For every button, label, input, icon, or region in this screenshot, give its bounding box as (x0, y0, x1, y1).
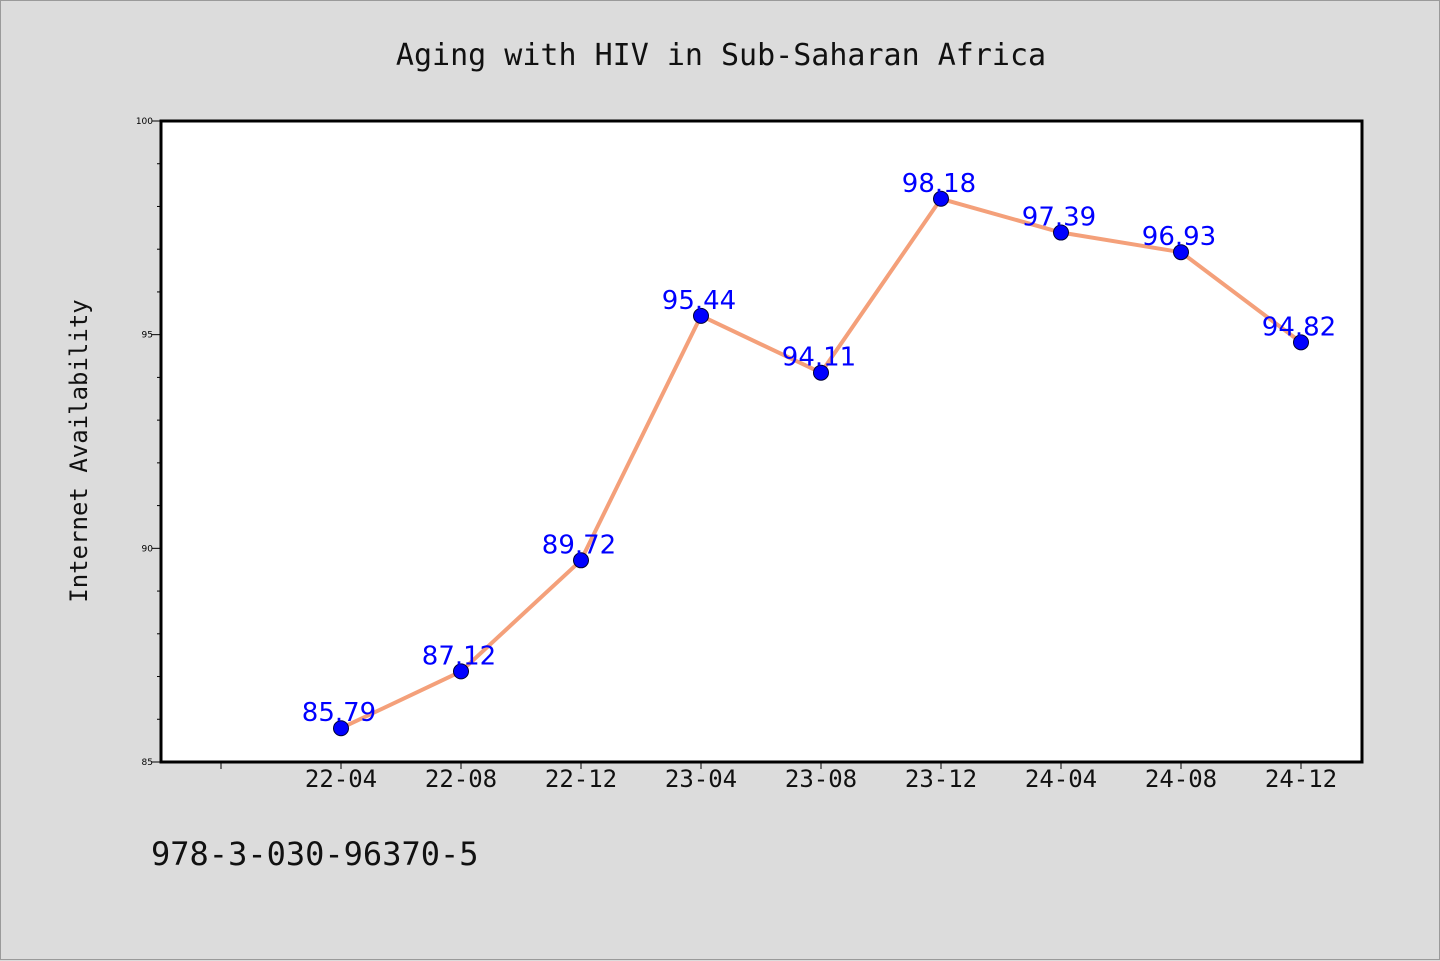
data-point (1053, 224, 1069, 241)
y-axis-label: Internet Availability (65, 299, 93, 602)
x-tick-label: 23-04 (665, 765, 737, 793)
data-label: 96.93 (1142, 222, 1216, 252)
data-label: 98.18 (902, 169, 976, 199)
data-label: 87.12 (422, 641, 496, 671)
x-tick-label: 22-04 (305, 765, 377, 793)
y-tick-label: 100 (136, 117, 153, 127)
x-tick-label: 24-08 (1145, 765, 1217, 793)
data-point (933, 190, 949, 207)
x-tick-label: 22-12 (545, 765, 617, 793)
data-point (1173, 244, 1189, 261)
x-tick-label: 22-08 (425, 765, 497, 793)
x-tick-label: 23-08 (785, 765, 857, 793)
chart-title: Aging with HIV in Sub-Saharan Africa (396, 38, 1046, 73)
y-tick-label: 95 (142, 331, 153, 341)
data-point (573, 552, 589, 569)
y-tick-label: 85 (142, 758, 153, 768)
plot-area (159, 119, 1364, 764)
data-label: 94.11 (782, 343, 856, 373)
x-tick-label: 24-04 (1025, 765, 1097, 793)
data-point (453, 663, 469, 680)
data-label: 85.79 (302, 698, 376, 728)
data-label: 95.44 (662, 286, 736, 316)
data-point (333, 720, 349, 737)
data-label: 94.82 (1262, 312, 1336, 342)
x-tick-label: 24-12 (1265, 765, 1337, 793)
data-markers (333, 190, 1309, 737)
y-tick-label: 90 (142, 544, 154, 554)
axis-ticks: 85 90 95 100 22-04 22-08 22-12 23-04 23-08 23-12 2… (136, 117, 1337, 793)
data-label: 89.72 (542, 530, 616, 560)
data-point (693, 307, 709, 324)
data-labels: 85.79 87.12 89.72 95.44 94.11 98.18 97.39 96.93… (302, 169, 1336, 728)
data-point (813, 364, 829, 381)
x-tick-label: 23-12 (905, 765, 977, 793)
isbn-text: 978-3-030-96370-5 (151, 835, 479, 873)
data-label: 97.39 (1022, 203, 1096, 233)
data-point (1293, 334, 1309, 351)
